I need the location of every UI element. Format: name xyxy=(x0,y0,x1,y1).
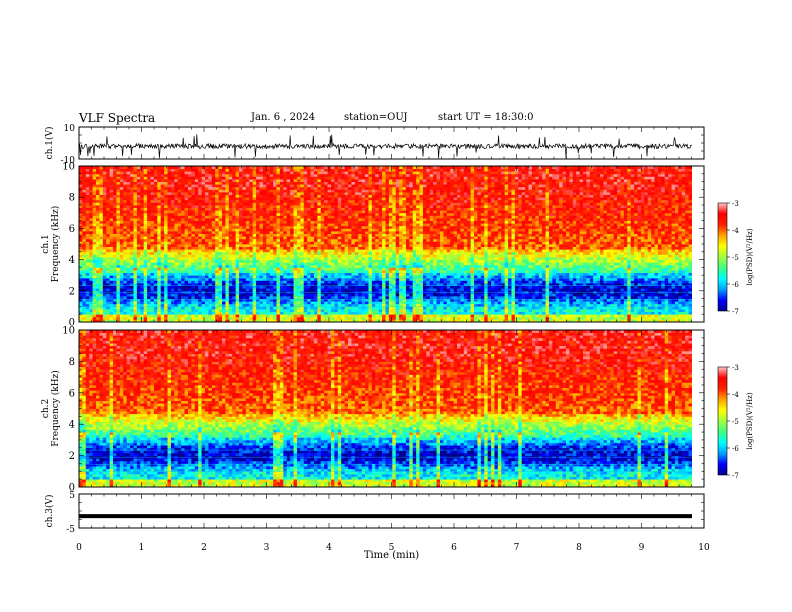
colorbar-tick-label: -7 xyxy=(732,472,739,480)
freq-tick-label: 10 xyxy=(62,162,75,173)
colorbar-tick-label: -5 xyxy=(732,254,739,262)
y-axis-label: ch.1(V) xyxy=(44,127,55,160)
freq-tick-label: 4 xyxy=(69,255,75,266)
colorbar-tick-label: -4 xyxy=(732,227,739,235)
x-axis-label: Time (min) xyxy=(364,550,419,561)
freq-tick-label: 4 xyxy=(69,420,75,431)
time-tick-label: 8 xyxy=(576,543,582,553)
freq-tick-label: 2 xyxy=(69,286,75,297)
colorbar-label: log(PSD)(V²/Hz) xyxy=(746,392,754,449)
colorbar-tick-label: -4 xyxy=(732,391,739,399)
amp-tick-label: 10 xyxy=(64,124,76,134)
colorbar-tick-label: -3 xyxy=(732,364,739,372)
colorbar-tick-label: -6 xyxy=(732,445,739,453)
time-tick-label: 4 xyxy=(326,543,332,553)
time-tick-label: 3 xyxy=(264,543,270,553)
colorbar-label: log(PSD)(V²/Hz) xyxy=(746,228,754,285)
colorbar xyxy=(718,203,727,311)
spectrogram-layer xyxy=(79,166,704,487)
colorbar-tick-label: -6 xyxy=(732,281,739,289)
freq-tick-label: 6 xyxy=(69,224,75,235)
freq-tick-label: 2 xyxy=(69,451,75,462)
ch1-waveform-line xyxy=(79,134,692,158)
freq-tick-label: 6 xyxy=(69,388,75,399)
time-tick-label: 2 xyxy=(201,543,207,553)
time-tick-label: 7 xyxy=(514,543,520,553)
y-axis-label: ch.2Frequency (kHz) xyxy=(41,370,61,447)
time-tick-label: 1 xyxy=(139,543,145,553)
time-tick-label: 6 xyxy=(451,543,457,553)
colorbar-tick-label: -5 xyxy=(732,418,739,426)
amp-tick-label: 5 xyxy=(69,491,75,501)
time-tick-label: 9 xyxy=(639,543,645,553)
panel-frame xyxy=(79,494,704,528)
freq-tick-label: 10 xyxy=(62,326,75,337)
y-axis-label: ch.3(V) xyxy=(44,495,55,528)
time-tick-label: 0 xyxy=(76,543,82,553)
colorbar xyxy=(718,367,727,475)
colorbar-tick-label: -3 xyxy=(732,200,739,208)
y-axis-label: ch.1Frequency (kHz) xyxy=(41,206,61,283)
ch2-spectrogram xyxy=(79,330,704,487)
time-tick-label: 10 xyxy=(698,543,710,553)
freq-tick-label: 8 xyxy=(69,193,75,204)
colorbar-tick-label: -7 xyxy=(732,308,739,316)
freq-tick-label: 8 xyxy=(69,357,75,368)
amp-tick-label: -5 xyxy=(66,525,75,535)
ch1-spectrogram xyxy=(79,166,704,322)
